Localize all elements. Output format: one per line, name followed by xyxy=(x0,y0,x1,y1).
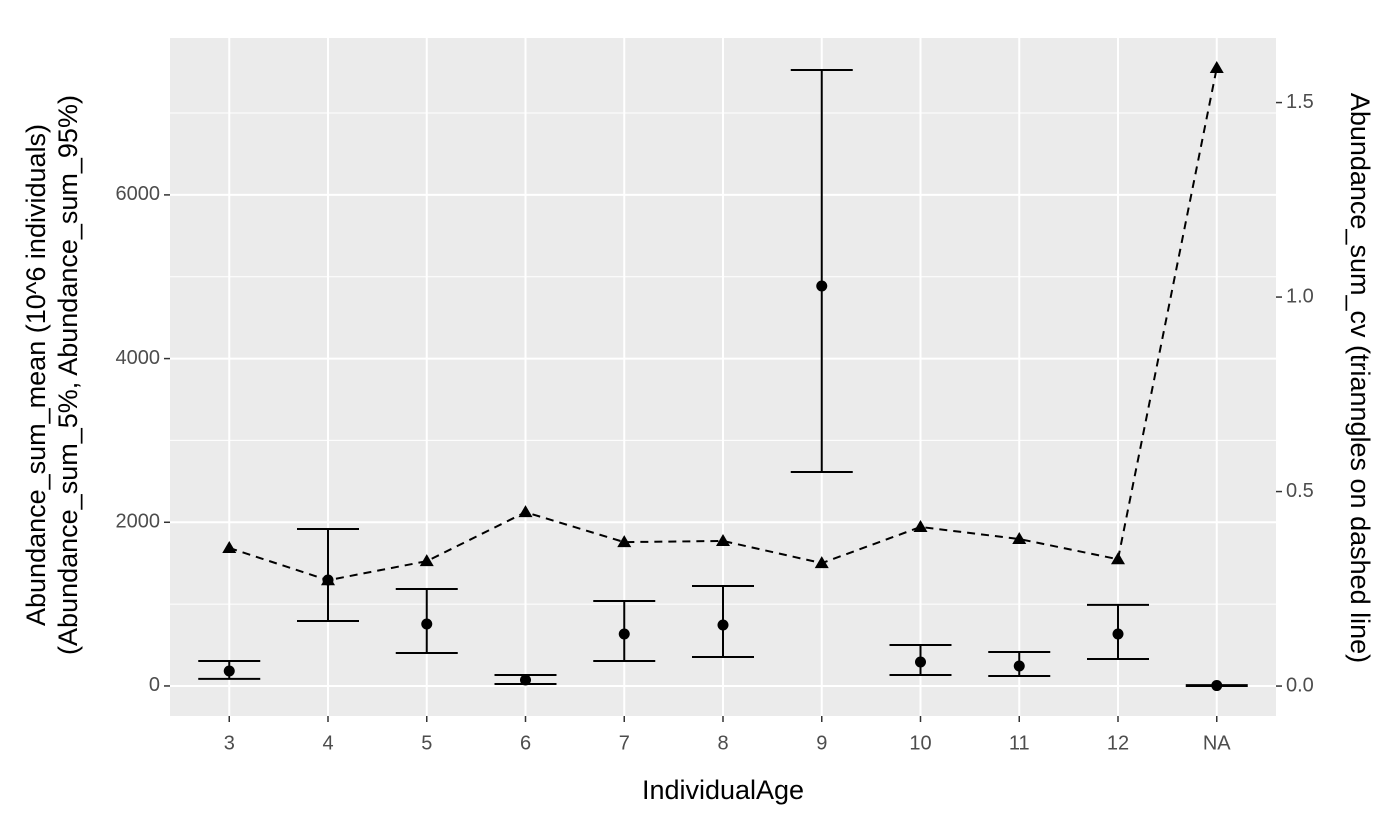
x-tick-label: 5 xyxy=(421,732,432,754)
y-tick-label: 2000 xyxy=(116,511,161,533)
x-axis-title: IndividualAge xyxy=(642,775,804,805)
y-tick-label: 4000 xyxy=(116,347,161,369)
y2-axis-title: Abundance_sum_cv (trianngles on dashed l… xyxy=(1345,93,1375,663)
cv-line xyxy=(228,67,1218,582)
cv-point xyxy=(716,533,730,546)
x-tick-label: 9 xyxy=(816,732,827,754)
mean-point xyxy=(915,656,926,668)
cv-point xyxy=(1012,532,1027,545)
mean-point xyxy=(520,674,531,686)
cv-point xyxy=(518,505,533,518)
x-tick-label: 10 xyxy=(909,732,931,754)
x-tick-label: 4 xyxy=(322,732,333,754)
error-bar xyxy=(790,69,853,474)
cv-point xyxy=(419,554,434,567)
mean-point xyxy=(816,280,828,292)
mean-point xyxy=(1211,680,1223,692)
cv-point xyxy=(617,535,632,548)
y2-tick-label: 0.0 xyxy=(1286,674,1314,696)
y2-tick-label: 1.5 xyxy=(1286,91,1314,113)
cv-point xyxy=(913,519,928,532)
x-tick-label: 8 xyxy=(717,732,728,754)
cv-point xyxy=(321,573,335,586)
mean-point xyxy=(421,618,433,630)
y-axis-title: Abundance_sum_mean (10^6 individuals) xyxy=(21,124,51,626)
mean-point xyxy=(1013,660,1025,672)
mean-point xyxy=(223,665,235,677)
x-tick-label: 11 xyxy=(1009,732,1030,754)
y-tick-label: 0 xyxy=(149,674,160,696)
cv-point xyxy=(222,540,237,553)
cv-point xyxy=(1111,552,1125,565)
mean-point xyxy=(717,619,729,631)
y2-tick-label: 1.0 xyxy=(1286,285,1314,307)
x-tick-label: NA xyxy=(1203,732,1231,754)
x-tick-label: 6 xyxy=(520,732,531,754)
y-axis-title: (Abundance_sum_5%, Abundance_sum_95%) xyxy=(53,95,83,655)
x-tick-label: 3 xyxy=(224,732,235,754)
mean-point xyxy=(1112,628,1124,640)
mean-point xyxy=(618,628,630,640)
y-tick-label: 6000 xyxy=(116,183,161,205)
x-tick-label: 12 xyxy=(1107,732,1129,754)
x-tick-label: 7 xyxy=(619,732,630,754)
y2-tick-label: 0.5 xyxy=(1286,480,1314,502)
cv-point xyxy=(1209,60,1224,73)
cv-point xyxy=(814,556,829,569)
